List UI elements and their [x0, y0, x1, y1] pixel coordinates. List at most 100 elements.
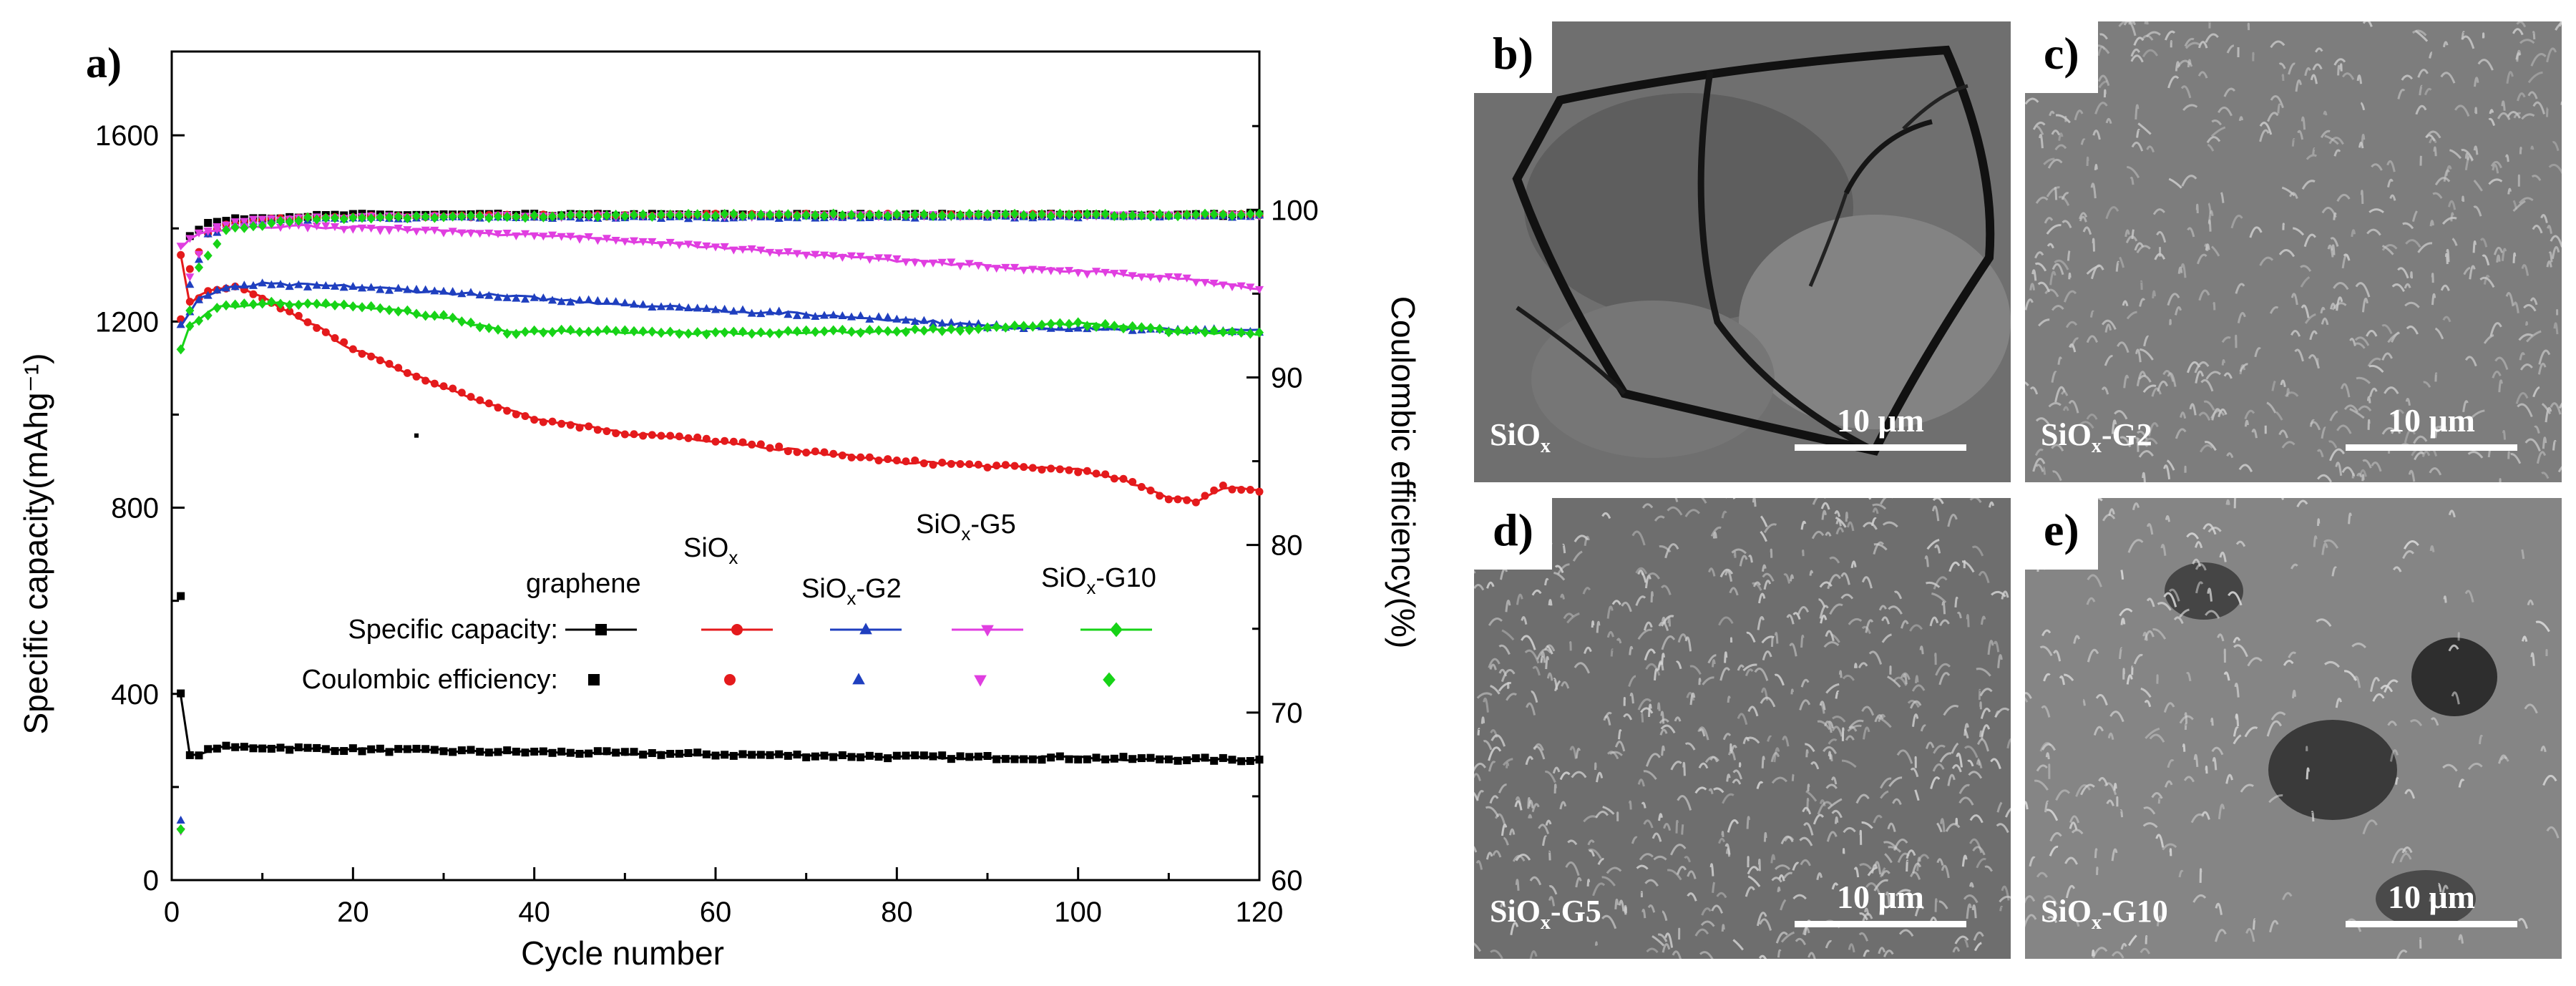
sem-flake	[2069, 343, 2077, 353]
sem-flake	[1811, 530, 1825, 540]
sem-flake	[1980, 708, 1991, 719]
sem-flake	[1660, 724, 1676, 734]
sem-flake	[2458, 934, 2464, 944]
sem-flake	[1727, 750, 1737, 761]
sem-flake	[2039, 134, 2044, 149]
capacity-point-siox-g5	[1019, 266, 1028, 275]
y2-tick-label: 100	[1271, 195, 1319, 226]
sem-flake	[2471, 409, 2485, 419]
capacity-point-siox	[512, 410, 520, 419]
capacity-point-siox-g10	[285, 300, 294, 311]
capacity-point-siox	[874, 457, 883, 465]
sem-flake	[2336, 424, 2352, 434]
sem-flake	[1574, 662, 1590, 674]
sem-flake	[1824, 721, 1833, 733]
sem-flake	[2051, 444, 2064, 451]
efficiency-point-siox-g10	[974, 209, 983, 220]
sem-flake	[1528, 814, 1533, 819]
sem-flake	[2546, 47, 2557, 63]
sem-flake	[1515, 796, 1522, 806]
sem-flake	[2281, 186, 2296, 197]
capacity-point-siox-g5	[584, 233, 593, 242]
sem-flake	[1689, 692, 1696, 706]
capacity-point-siox-g5	[303, 224, 313, 233]
sem-flake	[2356, 376, 2371, 384]
sem-flake	[2131, 665, 2134, 675]
capacity-point-siox-g2	[947, 318, 956, 326]
capacity-point-siox-g5	[638, 238, 648, 246]
capacity-point-siox	[367, 352, 376, 361]
capacity-point-siox-g10	[439, 310, 449, 321]
sem-flake	[1879, 867, 1886, 878]
sem-flake	[2527, 91, 2538, 99]
sem-flake	[1829, 753, 1833, 762]
sem-flake	[2414, 451, 2425, 461]
sem-flake	[2308, 354, 2320, 369]
capacity-point-siox	[602, 427, 611, 436]
sem-flake	[1819, 581, 1833, 588]
capacity-point-siox	[892, 457, 901, 465]
capacity-point-siox-g10	[213, 303, 222, 313]
sem-flake	[1763, 580, 1772, 590]
capacity-point-siox-g10	[1118, 323, 1128, 334]
efficiency-point-graphene	[177, 592, 185, 600]
capacity-point-siox-g5	[965, 260, 974, 268]
sem-flake	[1778, 874, 1785, 882]
sem-flake	[2512, 252, 2517, 263]
sem-flake	[2080, 784, 2095, 796]
legend: graphene SiOx SiOx-G2 SiOx-G5 SiOx-G10 S…	[302, 509, 1156, 695]
capacity-point-siox-g2	[602, 297, 612, 306]
capacity-point-siox-g5	[493, 230, 503, 238]
sem-flake	[2176, 59, 2193, 69]
sem-flake	[2109, 711, 2124, 723]
capacity-point-siox	[784, 447, 792, 456]
sem-flake	[1694, 786, 1707, 794]
capacity-point-graphene	[449, 748, 457, 756]
sem-flake	[2105, 117, 2112, 125]
sem-flake	[2197, 71, 2208, 79]
capacity-point-siox-g10	[874, 325, 884, 336]
sem-flake	[1931, 505, 1940, 522]
sem-flake	[2542, 774, 2557, 786]
sem-flake	[2536, 451, 2547, 464]
efficiency-point-siox-g10	[475, 210, 484, 221]
capacity-point-siox-g10	[1037, 319, 1047, 331]
capacity-point-siox-g10	[430, 311, 439, 321]
sem-flake	[2101, 319, 2117, 331]
sem-flake	[2401, 74, 2414, 81]
sem-flake	[1934, 544, 1941, 554]
efficiency-point-siox-g10	[430, 213, 439, 223]
efficiency-point-siox-g5	[240, 218, 249, 226]
sem-flake	[2331, 566, 2337, 577]
capacity-point-graphene	[693, 748, 702, 757]
sem-flake	[2550, 402, 2562, 415]
sem-flake	[1823, 641, 1840, 648]
sem-flake	[2069, 815, 2080, 824]
sem-flake	[1711, 904, 1724, 914]
capacity-point-graphene	[412, 744, 421, 753]
sem-flake	[2547, 225, 2552, 234]
efficiency-point-siox-g10	[258, 220, 267, 231]
sem-flake	[1727, 695, 1731, 703]
capacity-point-siox-g5	[321, 222, 331, 230]
capacity-point-siox-g5	[784, 248, 793, 257]
capacity-point-siox-g10	[539, 327, 548, 338]
sem-flake	[1782, 736, 1790, 747]
sem-flake	[2519, 352, 2526, 361]
efficiency-point-siox-g10	[1037, 209, 1047, 220]
efficiency-point-siox-g10	[693, 209, 702, 220]
sem-flake	[2127, 539, 2144, 553]
sem-flake	[2271, 380, 2276, 391]
capacity-point-siox-g5	[312, 222, 321, 230]
capacity-point-graphene	[476, 748, 484, 756]
capacity-point-graphene	[494, 748, 502, 756]
capacity-point-graphene	[1001, 755, 1010, 763]
sem-flake	[1993, 640, 2000, 653]
sem-flake	[2211, 746, 2224, 756]
sem-flake	[1712, 659, 1716, 668]
y-tick-label: 1600	[95, 120, 159, 152]
sem-flake	[1587, 839, 1595, 846]
capacity-point-siox	[303, 318, 312, 326]
sem-flake	[2115, 260, 2120, 272]
efficiency-point-siox-g10	[285, 216, 294, 228]
